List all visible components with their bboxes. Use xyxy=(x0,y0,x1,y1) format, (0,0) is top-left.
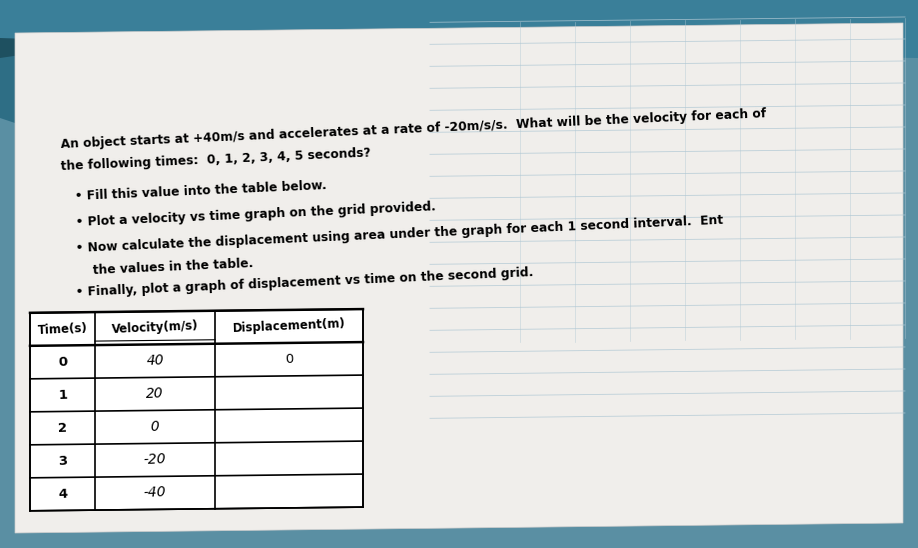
Text: • Fill this value into the table below.: • Fill this value into the table below. xyxy=(75,179,328,203)
Polygon shape xyxy=(15,23,903,533)
Text: 2: 2 xyxy=(58,421,67,435)
Polygon shape xyxy=(0,0,918,58)
Polygon shape xyxy=(30,309,363,511)
Text: -40: -40 xyxy=(143,486,167,500)
Text: 3: 3 xyxy=(58,454,67,467)
Text: the following times:  0, 1, 2, 3, 4, 5 seconds?: the following times: 0, 1, 2, 3, 4, 5 se… xyxy=(60,146,371,173)
Text: Displacement(m): Displacement(m) xyxy=(232,317,346,335)
Text: Time(s): Time(s) xyxy=(38,321,88,336)
Text: An object starts at +40m/s and accelerates at a rate of -20m/s/s.  What will be : An object starts at +40m/s and accelerat… xyxy=(60,107,766,151)
Polygon shape xyxy=(0,0,280,138)
Text: • Finally, plot a graph of displacement vs time on the second grid.: • Finally, plot a graph of displacement … xyxy=(75,266,533,299)
Text: Velocity(m/s): Velocity(m/s) xyxy=(111,319,198,336)
Text: 40: 40 xyxy=(146,353,164,368)
Text: • Now calculate the displacement using area under the graph for each 1 second in: • Now calculate the displacement using a… xyxy=(75,214,723,255)
Text: 1: 1 xyxy=(58,389,67,402)
Text: • Plot a velocity vs time graph on the grid provided.: • Plot a velocity vs time graph on the g… xyxy=(75,200,436,229)
Polygon shape xyxy=(0,0,400,58)
Text: the values in the table.: the values in the table. xyxy=(93,257,254,277)
Text: 4: 4 xyxy=(58,487,67,501)
Text: 0: 0 xyxy=(151,420,160,434)
Text: 0: 0 xyxy=(285,353,294,366)
Text: 0: 0 xyxy=(58,355,67,369)
Text: -20: -20 xyxy=(143,453,167,467)
Text: 20: 20 xyxy=(146,386,164,401)
